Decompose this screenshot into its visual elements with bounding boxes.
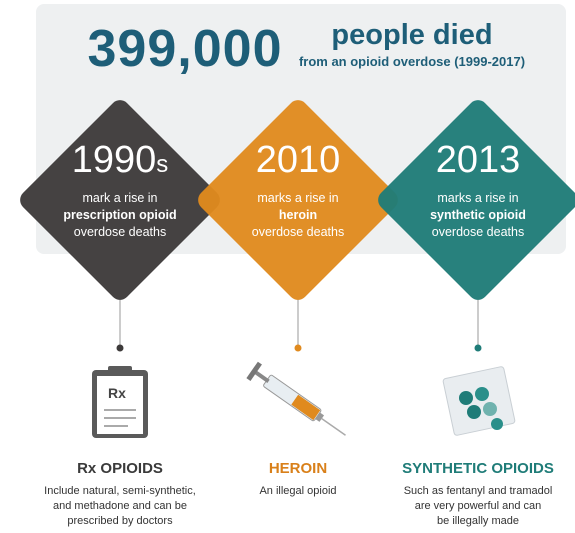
- stem-dot: [117, 345, 124, 352]
- year-number: 1990: [72, 139, 157, 181]
- drug-description: An illegal opioid: [259, 485, 336, 497]
- wave-line: synthetic opioid: [430, 208, 526, 222]
- drug-description: Include natural, semi-synthetic,: [44, 485, 196, 497]
- headline-text: people died: [331, 19, 492, 51]
- year: 1990s: [72, 139, 169, 181]
- waves: 1990s mark a rise in prescription opioid ov…: [16, 96, 575, 352]
- drug-description: prescribed by doctors: [67, 515, 173, 527]
- drug-description: Such as fentanyl and tramadol: [404, 485, 553, 497]
- wave-line: overdose deaths: [74, 225, 166, 239]
- wave-line: prescription opioid: [63, 208, 176, 222]
- page: 399,000 people died from an opioid overd…: [0, 0, 575, 533]
- wave-line: heroin: [279, 208, 317, 222]
- wave-line: overdose deaths: [432, 225, 524, 239]
- drug-description: be illegally made: [437, 515, 519, 527]
- year-number: 2010: [256, 139, 341, 181]
- stem-dot: [295, 345, 302, 352]
- year-suffix: s: [156, 151, 168, 178]
- wave-line: marks a rise in: [437, 191, 518, 205]
- drug-title: HEROIN: [269, 460, 327, 477]
- syringe-icon: [246, 362, 351, 444]
- wave-line: marks a rise in: [257, 191, 338, 205]
- clipboard-text: Rx: [108, 385, 126, 401]
- drug-title: SYNTHETIC OPIOIDS: [402, 460, 554, 477]
- wave-line: mark a rise in: [82, 191, 157, 205]
- drug-title: Rx OPIOIDS: [77, 460, 163, 477]
- bag-icon: [443, 366, 516, 436]
- headline-subline: from an opioid overdose (1999-2017): [299, 54, 525, 69]
- stem-dot: [475, 345, 482, 352]
- clipboard-icon: Rx: [92, 366, 148, 438]
- drug-description: are very powerful and can: [415, 500, 542, 512]
- year: 2013: [436, 139, 521, 181]
- year-number: 2013: [436, 139, 521, 181]
- drug-description: and methadone and can be: [53, 500, 187, 512]
- wave-line: overdose deaths: [252, 225, 344, 239]
- year: 2010: [256, 139, 341, 181]
- infographic: 399,000 people died from an opioid overd…: [0, 0, 575, 533]
- headline-number: 399,000: [88, 20, 283, 78]
